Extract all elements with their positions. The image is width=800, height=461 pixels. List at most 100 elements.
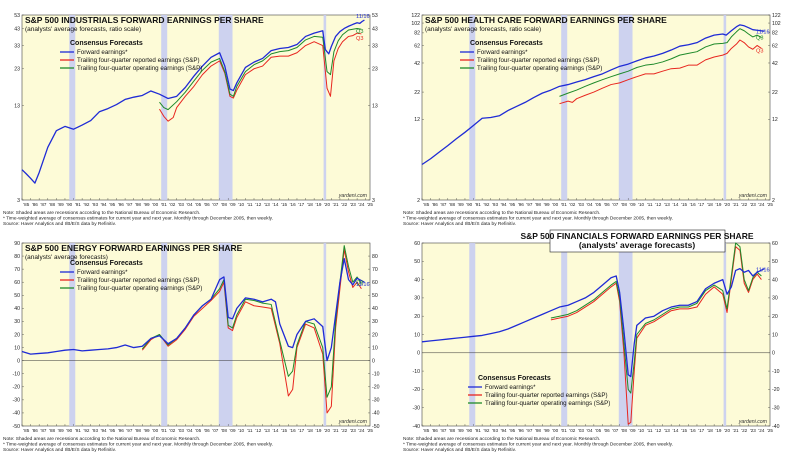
y-tick-label-right: 10 [372, 345, 378, 351]
x-tick-label: '20 [724, 428, 730, 433]
title-box [549, 229, 726, 253]
x-tick-label: '07 [612, 428, 618, 433]
y-tick-label-left: -30 [13, 398, 21, 404]
recession-band [469, 15, 476, 200]
y-tick-label-left: 22 [414, 90, 420, 96]
x-tick-label: '10 [238, 428, 244, 433]
y-tick-label-left: 40 [14, 306, 20, 312]
x-tick-label: '93 [92, 428, 98, 433]
chart-panel-healthcare: 2 12 22 42 62 82 102 122 2 12 22 42 62 82 102 122'85'86… [400, 0, 800, 228]
x-tick-label: '94 [101, 428, 107, 433]
y-tick-label-left: 82 [414, 31, 420, 37]
y-tick-label-right: 20 [772, 314, 778, 320]
chart-svg: 2122242628210212221222426282102122'85'86… [403, 13, 781, 227]
y-tick-label-right: -40 [772, 424, 780, 430]
x-tick-label: '08 [221, 428, 227, 433]
chart-panel-industrials: 3 13 23 33 43 53 3 13 23 33 43 53 '85'86'87'88'89'90… [0, 0, 400, 228]
x-tick-label: '25 [767, 202, 773, 207]
x-tick-label: '08 [621, 202, 627, 207]
x-tick-label: '20 [324, 202, 330, 207]
y-tick-label-left: -20 [13, 385, 21, 391]
x-tick-label: '11 [647, 428, 653, 433]
recession-band [323, 15, 327, 200]
x-tick-label: '10 [638, 202, 644, 207]
y-tick-label-left: 80 [14, 254, 20, 260]
x-tick-label: '07 [212, 202, 218, 207]
x-tick-label: '94 [101, 202, 107, 207]
x-tick-label: '16 [290, 428, 296, 433]
y-tick-label-left: 43 [14, 26, 20, 32]
x-tick-label: '96 [518, 202, 524, 207]
x-tick-label: '85 [23, 428, 29, 433]
x-tick-label: '08 [621, 428, 627, 433]
x-tick-label: '21 [333, 202, 339, 207]
x-tick-label: '96 [518, 428, 524, 433]
x-tick-label: '18 [307, 428, 313, 433]
x-tick-label: '04 [587, 202, 593, 207]
y-tick-label-right: 10 [772, 332, 778, 338]
y-tick-label-left: -20 [413, 387, 421, 393]
x-tick-label: '87 [40, 428, 46, 433]
y-tick-label-left: 60 [414, 241, 420, 247]
legend-entry: Trailing four-quarter operating earnings… [77, 65, 202, 72]
x-tick-label: '91 [75, 428, 81, 433]
x-tick-label: '20 [324, 428, 330, 433]
footnote: Source: Haver Analytics and I/B/E/S data… [3, 221, 116, 227]
x-tick-label: '88 [449, 428, 455, 433]
credit-label: yardeni.com [738, 193, 768, 199]
y-tick-label-right: 50 [772, 259, 778, 265]
credit-label: yardeni.com [338, 419, 368, 425]
x-tick-label: '17 [298, 428, 304, 433]
x-tick-label: '99 [144, 202, 150, 207]
x-tick-label: '22 [741, 202, 747, 207]
x-tick-label: '93 [492, 428, 498, 433]
x-tick-label: '16 [690, 202, 696, 207]
x-tick-label: '14 [272, 202, 278, 207]
x-tick-label: '22 [341, 202, 347, 207]
y-tick-label-left: 122 [411, 13, 420, 19]
x-tick-label: '03 [578, 202, 584, 207]
chart-subtitle: (analysts' average forecasts) [25, 254, 108, 261]
recession-band [723, 243, 727, 426]
x-tick-label: '99 [544, 428, 550, 433]
x-tick-label: '03 [178, 202, 184, 207]
x-tick-label: '00 [152, 202, 158, 207]
x-tick-label: '12 [655, 202, 661, 207]
x-tick-label: '15 [681, 202, 687, 207]
recession-band [323, 243, 327, 426]
x-tick-label: '13 [664, 428, 670, 433]
x-tick-label: '11 [647, 202, 653, 207]
footnote: * Time-weighted average of consensus est… [403, 441, 673, 447]
x-tick-label: '01 [561, 428, 567, 433]
y-tick-label-left: 13 [14, 103, 20, 109]
chart-title: S&P 500 ENERGY FORWARD EARNINGS PER SHAR… [25, 243, 243, 253]
plot-area [21, 242, 371, 427]
y-tick-label-right: 0 [372, 358, 375, 364]
x-tick-label: '21 [333, 428, 339, 433]
x-tick-label: '92 [83, 428, 89, 433]
x-tick-label: '98 [135, 202, 141, 207]
legend-entry: Forward earnings* [485, 384, 536, 391]
x-tick-label: '85 [23, 202, 29, 207]
x-tick-label: '88 [49, 202, 55, 207]
x-tick-label: '87 [40, 202, 46, 207]
x-tick-label: '89 [58, 428, 64, 433]
recession-band [218, 243, 233, 426]
x-tick-label: '95 [109, 202, 115, 207]
y-tick-label-right: 30 [372, 319, 378, 325]
x-tick-label: '02 [169, 202, 175, 207]
x-tick-label: '04 [187, 428, 193, 433]
y-tick-label-right: 40 [372, 306, 378, 312]
x-tick-label: '16 [290, 202, 296, 207]
y-tick-label-left: 0 [417, 351, 420, 357]
recession-band [69, 15, 76, 200]
y-tick-label-left: 30 [14, 319, 20, 325]
legend-entry: Trailing four-quarter reported earnings … [485, 392, 608, 399]
x-tick-label: '23 [350, 428, 356, 433]
end-annotation: Q3 [356, 29, 363, 35]
legend-entry: Trailing four-quarter reported earnings … [77, 57, 200, 64]
x-tick-label: '24 [358, 428, 364, 433]
y-tick-label-right: -30 [772, 406, 780, 412]
y-tick-label-left: -10 [13, 372, 21, 378]
chart-title: S&P 500 INDUSTRIALS FORWARD EARNINGS PER… [25, 15, 264, 25]
